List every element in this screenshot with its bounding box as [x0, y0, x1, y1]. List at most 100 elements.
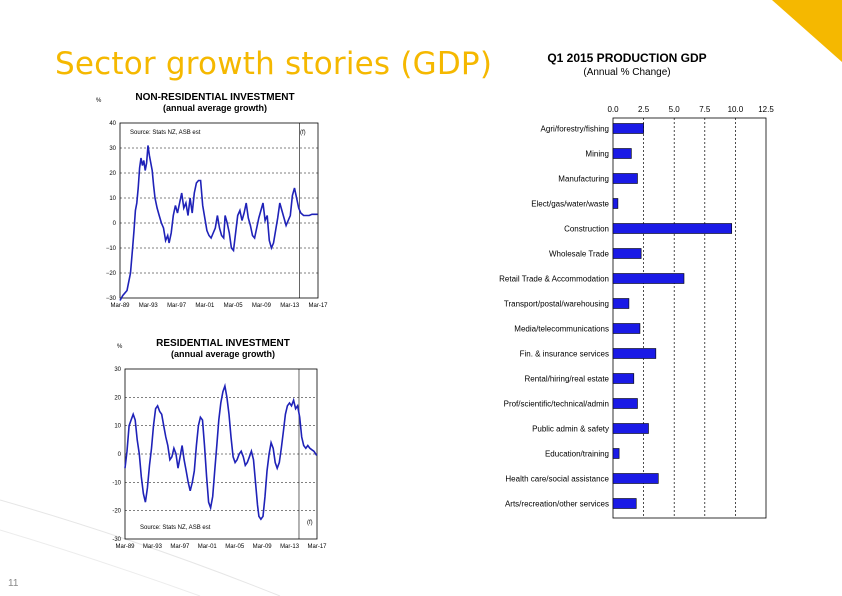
gdp-category-label: Arts/recreation/other services	[505, 500, 609, 509]
nonres-xticks: Mar-89 Mar-93 Mar-97 Mar-01 Mar-05 Mar-09 Mar-…	[110, 303, 328, 309]
gdp-bar	[612, 298, 630, 309]
gdp-bars	[612, 123, 733, 509]
gdp-bar	[612, 498, 637, 509]
res-ytick-label: -10	[112, 480, 121, 486]
nonres-yticks: 40 30 20 10 0 −10 −20 −30	[106, 121, 117, 302]
gdp-category-label: Wholesale Trade	[549, 250, 610, 259]
nonres-investment-chart: % NON-RESIDENTIAL INVESTMENT (annual ave…	[96, 92, 328, 309]
nonres-series-line	[119, 145, 318, 301]
gdp-xtick-label: 5.0	[669, 105, 681, 114]
res-ytick-label: 0	[118, 452, 122, 458]
nonres-xtick-label: Mar-17	[308, 303, 328, 309]
res-xtick-label: Mar-89	[115, 544, 135, 550]
gdp-bar	[612, 473, 659, 484]
res-xtick-label: Mar-13	[280, 544, 300, 550]
res-ylabel: %	[117, 344, 123, 350]
gdp-xtick-label: 7.5	[699, 105, 711, 114]
res-investment-chart: % RESIDENTIAL INVESTMENT (annual average…	[112, 338, 327, 550]
nonres-subtitle: (annual average growth)	[163, 103, 267, 113]
res-source: Source: Stats NZ, ASB est	[140, 525, 211, 531]
gdp-xtick-label: 0.0	[607, 105, 619, 114]
res-axes	[124, 368, 318, 540]
gdp-category-label: Prof/scientific/technical/admin	[504, 400, 609, 409]
gdp-xtick-label: 2.5	[638, 105, 650, 114]
gdp-category-label: Construction	[564, 225, 609, 234]
gdp-title: Q1 2015 PRODUCTION GDP	[547, 51, 706, 65]
slide-number: 11	[8, 578, 19, 589]
res-title: RESIDENTIAL INVESTMENT	[156, 338, 290, 349]
nonres-title: NON-RESIDENTIAL INVESTMENT	[135, 92, 294, 103]
slide-title: Sector growth stories (GDP)	[55, 46, 493, 82]
gdp-xtick-label: 12.5	[758, 105, 774, 114]
gdp-category-label: Public admin & safety	[532, 425, 609, 434]
nonres-ylabel: %	[96, 98, 102, 104]
gdp-bar	[612, 248, 642, 259]
res-ytick-label: -30	[112, 537, 121, 543]
res-ytick-label: 10	[114, 424, 121, 430]
gdp-frame	[612, 117, 767, 519]
gdp-category-labels: Agri/forestry/fishing Mining Manufacturing…	[499, 125, 609, 509]
gdp-plot-frame	[612, 117, 767, 519]
nonres-xtick-label: Mar-89	[110, 303, 130, 309]
gdp-bar	[612, 173, 638, 184]
nonres-source: Source: Stats NZ, ASB est	[130, 130, 201, 136]
nonres-xtick-label: Mar-13	[280, 303, 300, 309]
gdp-category-label: Transport/postal/warehousing	[504, 300, 609, 309]
gdp-bar	[612, 223, 733, 234]
gdp-category-label: Health care/social assistance	[505, 475, 609, 484]
gdp-category-label: Fin. & insurance services	[520, 350, 609, 359]
production-gdp-chart: Q1 2015 PRODUCTION GDP (Annual % Change)…	[499, 51, 774, 519]
gdp-xticks: 0.0 2.5 5.0 7.5 10.0 12.5	[607, 105, 774, 114]
nonres-ytick-label: −10	[106, 246, 117, 252]
nonres-ytick-label: 10	[109, 196, 116, 202]
nonres-ytick-label: 0	[113, 221, 117, 227]
res-xtick-label: Mar-97	[170, 544, 190, 550]
res-ytick-label: -20	[112, 509, 121, 515]
res-xticks: Mar-89 Mar-93 Mar-97 Mar-01 Mar-05 Mar-09 Mar-…	[115, 544, 327, 550]
res-xtick-label: Mar-17	[307, 544, 327, 550]
gdp-gridlines	[643, 118, 736, 518]
gdp-bar	[612, 423, 649, 434]
gdp-bar	[612, 273, 685, 284]
nonres-ytick-label: −20	[106, 271, 117, 277]
res-yticks: 30 20 10 0 -10 -20 -30	[112, 367, 121, 543]
res-forecast-marker: (f)	[307, 520, 313, 526]
res-xtick-label: Mar-09	[253, 544, 273, 550]
res-xtick-label: Mar-01	[198, 544, 218, 550]
gdp-xtick-label: 10.0	[728, 105, 744, 114]
nonres-plot-frame	[119, 122, 319, 299]
nonres-ytick-label: 30	[109, 146, 116, 152]
gdp-bar	[612, 448, 620, 459]
gdp-category-label: Rental/hiring/real estate	[525, 375, 610, 384]
gdp-subtitle: (Annual % Change)	[583, 67, 670, 78]
gdp-category-label: Media/telecommunications	[514, 325, 609, 334]
gdp-bar	[612, 148, 632, 159]
decor-curve-2	[0, 529, 201, 596]
nonres-axes	[119, 122, 319, 299]
nonres-xtick-label: Mar-93	[139, 303, 159, 309]
gdp-bar	[612, 398, 638, 409]
res-xtick-label: Mar-05	[225, 544, 245, 550]
nonres-xtick-label: Mar-09	[252, 303, 272, 309]
gdp-bar	[612, 323, 641, 334]
gdp-bar	[612, 373, 635, 384]
gdp-bar	[612, 198, 619, 209]
gdp-category-label: Mining	[585, 150, 609, 159]
gdp-bar	[612, 348, 657, 359]
nonres-xtick-label: Mar-05	[224, 303, 244, 309]
res-subtitle: (annual average growth)	[171, 349, 275, 359]
gdp-category-label: Agri/forestry/fishing	[541, 125, 609, 134]
gdp-category-label: Elect/gas/water/waste	[531, 200, 609, 209]
res-xtick-label: Mar-93	[143, 544, 163, 550]
gdp-category-label: Manufacturing	[558, 175, 609, 184]
nonres-ytick-label: 40	[109, 121, 116, 127]
nonres-xtick-label: Mar-01	[195, 303, 215, 309]
gdp-bar	[612, 123, 644, 134]
gdp-category-label: Retail Trade & Accommodation	[499, 275, 609, 284]
res-ytick-label: 30	[114, 367, 121, 373]
nonres-ytick-label: −30	[106, 296, 117, 302]
res-series-line	[124, 382, 318, 521]
nonres-xtick-label: Mar-97	[167, 303, 187, 309]
decor-curve	[0, 499, 281, 596]
